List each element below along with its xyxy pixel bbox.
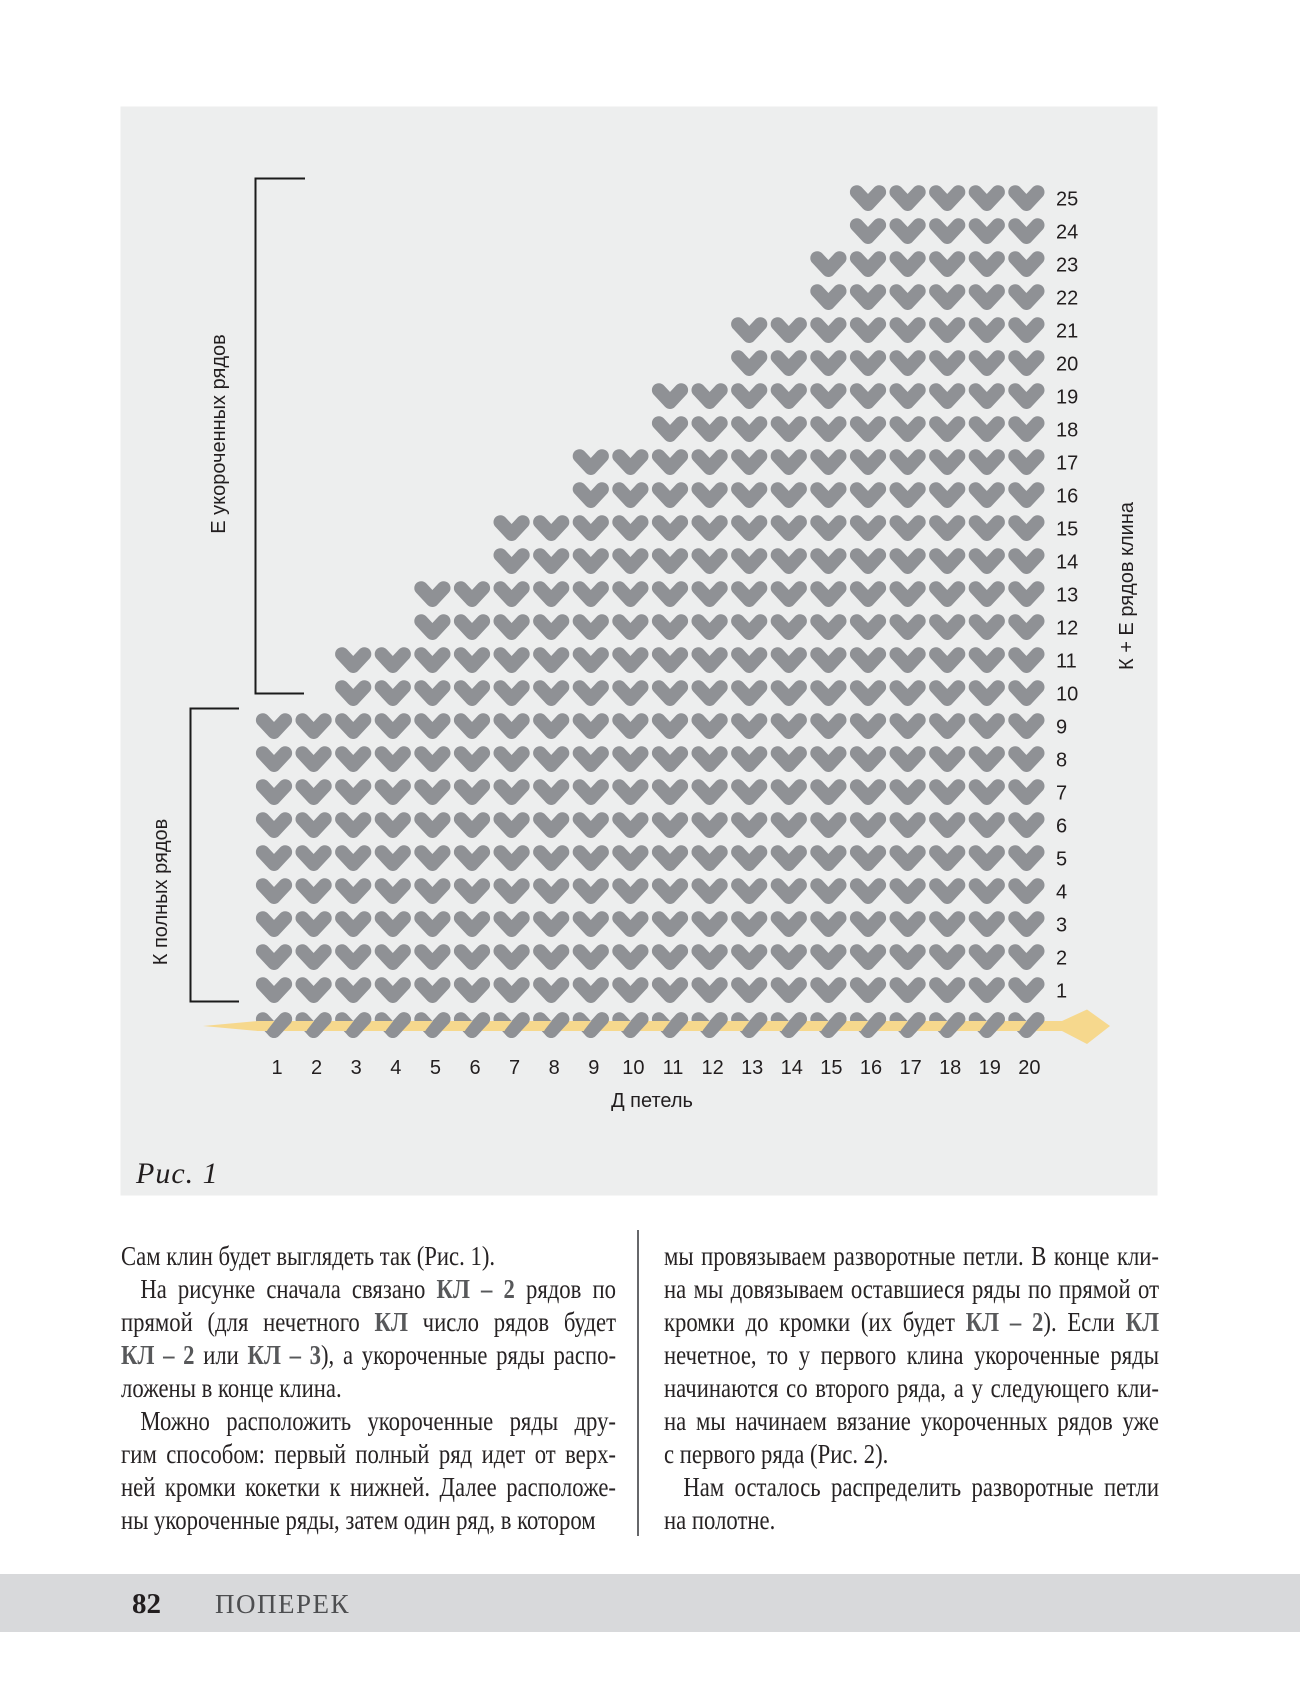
svg-text:17: 17 (1056, 453, 1078, 475)
svg-text:20: 20 (1056, 354, 1078, 376)
svg-text:18: 18 (1056, 420, 1078, 442)
svg-text:9: 9 (588, 1057, 599, 1079)
svg-text:12: 12 (1056, 618, 1078, 640)
svg-text:2: 2 (1056, 948, 1067, 970)
svg-text:21: 21 (1056, 321, 1078, 343)
svg-text:12: 12 (701, 1057, 723, 1079)
svg-text:10: 10 (622, 1057, 644, 1079)
svg-text:5: 5 (430, 1057, 441, 1079)
svg-text:4: 4 (390, 1057, 401, 1079)
svg-text:25: 25 (1056, 189, 1078, 211)
svg-text:22: 22 (1056, 288, 1078, 310)
svg-text:20: 20 (1018, 1057, 1040, 1079)
svg-text:13: 13 (741, 1057, 763, 1079)
svg-text:8: 8 (549, 1057, 560, 1079)
svg-text:Е укороченных рядов: Е укороченных рядов (208, 334, 230, 534)
svg-text:15: 15 (820, 1057, 842, 1079)
svg-text:19: 19 (1056, 387, 1078, 409)
svg-text:17: 17 (899, 1057, 921, 1079)
svg-text:24: 24 (1056, 222, 1078, 244)
svg-text:7: 7 (509, 1057, 520, 1079)
svg-text:4: 4 (1056, 882, 1067, 904)
svg-text:6: 6 (469, 1057, 480, 1079)
svg-text:2: 2 (311, 1057, 322, 1079)
svg-text:16: 16 (1056, 486, 1078, 508)
svg-text:1: 1 (1056, 981, 1067, 1003)
svg-text:6: 6 (1056, 816, 1067, 838)
svg-text:14: 14 (1056, 552, 1078, 574)
svg-text:К + Е рядов клина: К + Е рядов клина (1116, 501, 1138, 670)
svg-text:11: 11 (663, 1057, 684, 1079)
svg-text:23: 23 (1056, 255, 1078, 277)
svg-text:1: 1 (271, 1057, 282, 1079)
svg-text:5: 5 (1056, 849, 1067, 871)
svg-text:10: 10 (1056, 684, 1078, 706)
svg-text:К полных рядов: К полных рядов (150, 819, 172, 966)
svg-text:Д петель: Д петель (611, 1090, 693, 1112)
svg-text:7: 7 (1056, 783, 1067, 805)
svg-text:13: 13 (1056, 585, 1078, 607)
svg-text:3: 3 (351, 1057, 362, 1079)
svg-text:3: 3 (1056, 915, 1067, 937)
svg-text:11: 11 (1056, 651, 1077, 673)
svg-text:18: 18 (939, 1057, 961, 1079)
svg-text:16: 16 (860, 1057, 882, 1079)
svg-text:8: 8 (1056, 750, 1067, 772)
svg-text:15: 15 (1056, 519, 1078, 541)
svg-text:14: 14 (781, 1057, 803, 1079)
svg-text:Рис. 1: Рис. 1 (135, 1157, 219, 1190)
svg-text:19: 19 (979, 1057, 1001, 1079)
svg-text:9: 9 (1056, 717, 1067, 739)
